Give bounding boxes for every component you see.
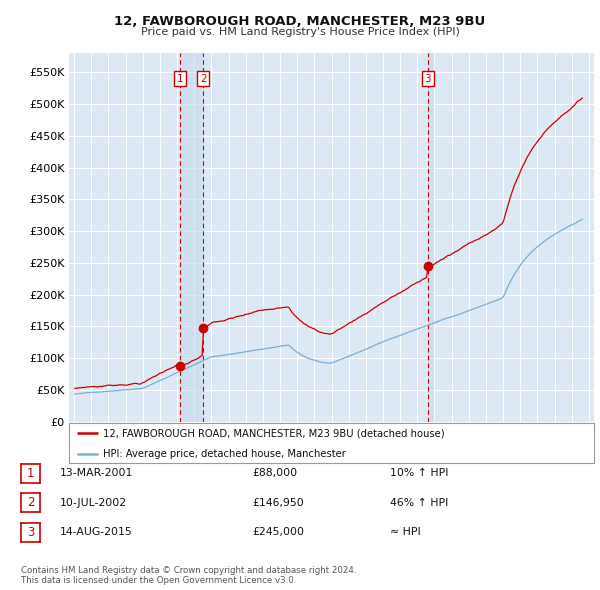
Text: 2: 2 [27,496,34,509]
Text: £245,000: £245,000 [252,527,304,537]
Text: 1: 1 [177,74,184,84]
Text: 13-MAR-2001: 13-MAR-2001 [60,468,133,478]
Text: £88,000: £88,000 [252,468,297,478]
Bar [428,53,433,422]
Text: ≈ HPI: ≈ HPI [390,527,421,537]
Text: 14-AUG-2015: 14-AUG-2015 [60,527,133,537]
Text: £146,950: £146,950 [252,498,304,507]
Text: 12, FAWBOROUGH ROAD, MANCHESTER, M23 9BU: 12, FAWBOROUGH ROAD, MANCHESTER, M23 9BU [115,15,485,28]
Bar [181,53,203,422]
Text: 3: 3 [27,526,34,539]
Text: 2: 2 [200,74,206,84]
Text: 12, FAWBOROUGH ROAD, MANCHESTER, M23 9BU (detached house): 12, FAWBOROUGH ROAD, MANCHESTER, M23 9BU… [103,428,445,438]
Text: 1: 1 [27,467,34,480]
Text: Contains HM Land Registry data © Crown copyright and database right 2024.
This d: Contains HM Land Registry data © Crown c… [21,566,356,585]
Text: 46% ↑ HPI: 46% ↑ HPI [390,498,448,507]
Text: Price paid vs. HM Land Registry's House Price Index (HPI): Price paid vs. HM Land Registry's House … [140,27,460,37]
Text: 10-JUL-2002: 10-JUL-2002 [60,498,127,507]
Text: 10% ↑ HPI: 10% ↑ HPI [390,468,449,478]
Text: 3: 3 [425,74,431,84]
Text: HPI: Average price, detached house, Manchester: HPI: Average price, detached house, Manc… [103,450,346,460]
